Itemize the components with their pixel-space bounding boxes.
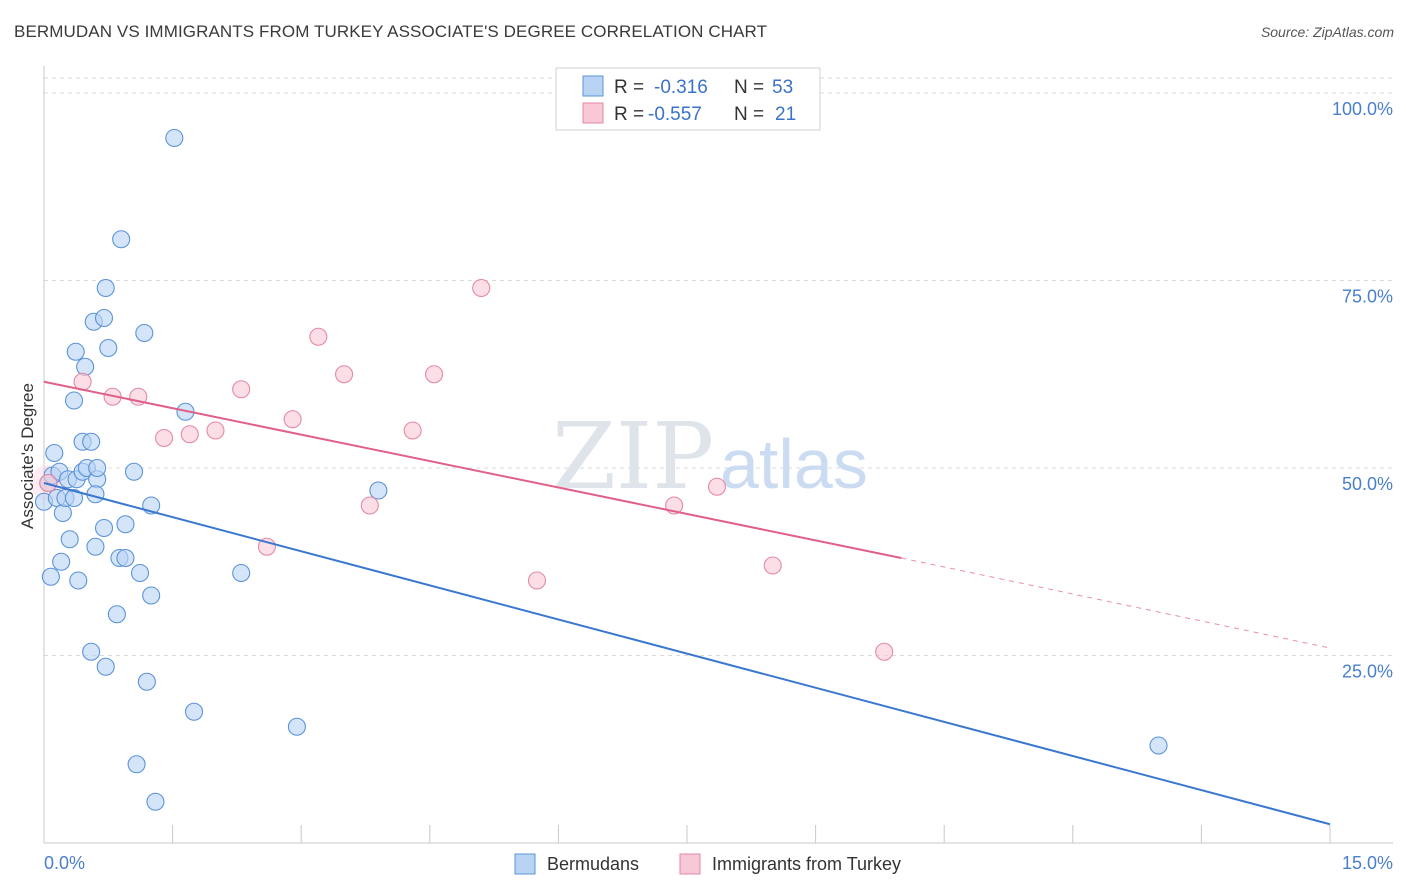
point-bermudans bbox=[52, 552, 71, 571]
legend-swatch-pink bbox=[582, 102, 604, 124]
y-tick-label: 50.0% bbox=[1342, 474, 1393, 494]
point-turkey bbox=[472, 278, 491, 298]
point-turkey bbox=[283, 410, 302, 429]
point-bermudans bbox=[369, 481, 388, 500]
point-bermudans bbox=[112, 230, 131, 249]
point-bermudans bbox=[146, 792, 165, 811]
point-turkey bbox=[360, 496, 379, 515]
point-turkey bbox=[206, 421, 225, 440]
point-bermudans bbox=[107, 605, 126, 624]
point-bermudans bbox=[287, 717, 306, 736]
y-axis-label: Associate's Degree bbox=[18, 383, 37, 529]
point-bermudans bbox=[184, 702, 204, 721]
trendline-bermudans bbox=[43, 482, 1331, 826]
point-bermudans bbox=[99, 338, 118, 358]
x-tick-max: 15.0% bbox=[1342, 853, 1393, 873]
legend-n-label-1: N = bbox=[734, 77, 764, 98]
point-bermudans bbox=[124, 462, 144, 481]
trendline-turkey-extension bbox=[901, 557, 1331, 649]
series-legend-label-turkey: Immigrants from Turkey bbox=[712, 854, 901, 874]
point-bermudans bbox=[82, 642, 101, 661]
point-bermudans bbox=[82, 432, 101, 451]
y-tick-label: 25.0% bbox=[1342, 662, 1393, 682]
point-turkey bbox=[425, 365, 444, 384]
series-legend-label-bermudans: Bermudans bbox=[547, 854, 639, 874]
legend-n-value-1: 53 bbox=[772, 77, 793, 98]
point-bermudans bbox=[142, 586, 161, 605]
trendline-turkey bbox=[43, 380, 902, 559]
data-points bbox=[30, 128, 1168, 811]
legend-swatch-blue bbox=[582, 75, 604, 97]
point-turkey bbox=[403, 421, 422, 440]
point-turkey bbox=[707, 477, 727, 496]
point-bermudans bbox=[76, 357, 95, 376]
point-turkey bbox=[335, 365, 354, 384]
point-bermudans bbox=[53, 503, 72, 523]
y-tick-labels: 25.0% 50.0% 75.0% 100.0% bbox=[1332, 99, 1393, 682]
point-turkey bbox=[180, 425, 199, 444]
point-bermudans bbox=[137, 672, 156, 691]
point-bermudans bbox=[96, 657, 115, 676]
point-turkey bbox=[527, 571, 547, 590]
series-legend: Bermudans Immigrants from Turkey bbox=[514, 853, 901, 875]
point-turkey bbox=[39, 473, 58, 493]
point-bermudans bbox=[130, 563, 150, 583]
point-bermudans bbox=[96, 278, 115, 298]
legend-n-value-2: 21 bbox=[775, 104, 796, 125]
legend-r-value-1: -0.316 bbox=[654, 77, 708, 98]
point-bermudans bbox=[165, 128, 184, 148]
series-legend-swatch-bermudans bbox=[514, 853, 536, 875]
point-bermudans bbox=[45, 443, 64, 463]
trendlines bbox=[43, 380, 1331, 826]
x-tick-min: 0.0% bbox=[44, 853, 85, 873]
point-turkey bbox=[875, 642, 894, 661]
watermark-atlas: atlas bbox=[720, 425, 868, 503]
legend-n-label-2: N = bbox=[734, 104, 764, 125]
stats-legend: R = -0.316 N = 53 R = -0.557 N = 21 bbox=[555, 67, 821, 131]
point-bermudans bbox=[66, 342, 85, 361]
point-bermudans bbox=[127, 755, 146, 774]
point-bermudans bbox=[86, 537, 105, 556]
legend-r-value-2: -0.557 bbox=[648, 104, 702, 125]
point-bermudans bbox=[69, 571, 88, 590]
point-bermudans bbox=[64, 488, 84, 508]
point-bermudans bbox=[116, 515, 135, 534]
axes bbox=[43, 66, 1393, 844]
y-tick-label: 100.0% bbox=[1332, 99, 1393, 119]
point-turkey bbox=[232, 380, 251, 399]
point-bermudans bbox=[60, 530, 79, 549]
source-label: Source: ZipAtlas.com bbox=[1260, 24, 1394, 40]
point-bermudans bbox=[94, 308, 114, 328]
y-tick-label: 75.0% bbox=[1342, 287, 1393, 307]
legend-r-label-2: R = bbox=[614, 104, 644, 125]
point-bermudans bbox=[232, 563, 251, 583]
point-bermudans bbox=[64, 391, 84, 410]
point-turkey bbox=[763, 556, 782, 575]
series-legend-swatch-turkey bbox=[679, 853, 701, 875]
point-bermudans bbox=[1149, 736, 1168, 755]
point-turkey bbox=[154, 428, 174, 448]
point-turkey bbox=[309, 327, 328, 346]
point-bermudans bbox=[94, 518, 114, 538]
point-bermudans bbox=[135, 323, 154, 343]
watermark-zip: ZIP bbox=[552, 403, 714, 510]
point-bermudans bbox=[88, 458, 107, 478]
point-bermudans bbox=[41, 567, 60, 586]
legend-r-label-1: R = bbox=[614, 77, 644, 98]
chart-title: BERMUDAN VS IMMIGRANTS FROM TURKEY ASSOC… bbox=[14, 22, 768, 41]
point-bermudans bbox=[116, 548, 135, 568]
